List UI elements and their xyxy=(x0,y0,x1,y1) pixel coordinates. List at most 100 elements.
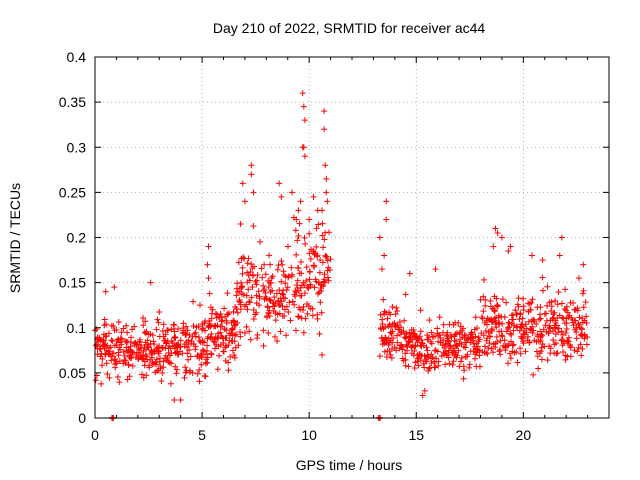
outlier-point xyxy=(248,162,255,169)
data-point xyxy=(403,341,410,348)
data-point xyxy=(491,307,498,314)
data-point xyxy=(189,370,196,377)
data-point xyxy=(428,329,435,336)
data-point xyxy=(453,330,460,337)
data-point xyxy=(580,304,587,311)
outlier-point xyxy=(319,351,326,358)
outlier-point xyxy=(301,153,308,160)
data-point xyxy=(579,290,586,297)
data-point xyxy=(283,303,290,310)
data-point xyxy=(529,296,536,303)
outlier-point xyxy=(147,279,154,286)
data-point xyxy=(462,344,469,351)
data-point xyxy=(121,352,128,359)
data-point xyxy=(311,262,318,269)
data-point xyxy=(488,345,495,352)
data-point xyxy=(185,356,192,363)
data-point xyxy=(445,347,452,354)
data-point xyxy=(225,359,232,366)
data-point xyxy=(206,290,213,297)
data-point xyxy=(480,308,487,315)
data-point xyxy=(261,261,268,268)
data-point xyxy=(415,362,422,369)
data-point xyxy=(396,319,403,326)
data-point xyxy=(127,355,134,362)
chart-title: Day 210 of 2022, SRMTID for receiver ac4… xyxy=(213,20,486,36)
data-point xyxy=(251,263,258,270)
data-point xyxy=(503,299,510,306)
data-point xyxy=(224,290,231,297)
data-point xyxy=(493,324,500,331)
outlier-point xyxy=(580,261,587,268)
data-point xyxy=(460,375,467,382)
data-point xyxy=(526,339,533,346)
data-point xyxy=(285,309,292,316)
data-point xyxy=(520,330,527,337)
data-point xyxy=(321,236,328,243)
data-point xyxy=(319,220,326,227)
data-point xyxy=(309,305,316,312)
data-point xyxy=(572,317,579,324)
data-point xyxy=(225,342,232,349)
data-point xyxy=(243,301,250,308)
data-point xyxy=(204,342,211,349)
data-point xyxy=(154,367,161,374)
data-point xyxy=(166,359,173,366)
data-point xyxy=(292,327,299,334)
data-point xyxy=(520,295,527,302)
data-point xyxy=(583,313,590,320)
data-point xyxy=(271,333,278,340)
data-point xyxy=(424,352,431,359)
data-point xyxy=(405,363,412,370)
data-point xyxy=(529,323,536,330)
data-point xyxy=(553,340,560,347)
data-point xyxy=(411,365,418,372)
data-point xyxy=(389,339,396,346)
data-point xyxy=(445,337,452,344)
y-tick-label: 0.15 xyxy=(59,275,86,291)
data-point xyxy=(548,303,555,310)
data-point xyxy=(539,332,546,339)
data-point xyxy=(284,284,291,291)
data-point xyxy=(243,292,250,299)
outlier-point xyxy=(323,175,330,182)
data-point xyxy=(301,234,308,241)
data-point xyxy=(124,376,131,383)
outlier-point xyxy=(300,103,307,110)
data-point xyxy=(298,292,305,299)
data-point xyxy=(489,327,496,334)
data-point xyxy=(549,315,556,322)
data-point xyxy=(513,349,520,356)
data-point xyxy=(120,325,127,332)
data-point xyxy=(110,323,117,330)
data-point xyxy=(563,303,570,310)
x-tick-label: 5 xyxy=(198,427,206,443)
data-point xyxy=(154,316,161,323)
data-point xyxy=(282,280,289,287)
data-point xyxy=(555,289,562,296)
data-point xyxy=(517,345,524,352)
data-point xyxy=(227,353,234,360)
data-point xyxy=(184,327,191,334)
data-point xyxy=(326,229,333,236)
data-point xyxy=(297,284,304,291)
data-point xyxy=(538,348,545,355)
data-point xyxy=(582,299,589,306)
data-point xyxy=(480,276,487,283)
data-point xyxy=(225,367,232,374)
data-point xyxy=(301,290,308,297)
data-point xyxy=(578,352,585,359)
data-point xyxy=(281,312,288,319)
data-point xyxy=(462,332,469,339)
data-point xyxy=(464,351,471,358)
data-point xyxy=(486,340,493,347)
data-point xyxy=(187,353,194,360)
data-point xyxy=(160,364,167,371)
data-point xyxy=(525,333,532,340)
outlier-point xyxy=(205,275,212,282)
data-point xyxy=(196,366,203,373)
data-points xyxy=(92,90,591,421)
data-point xyxy=(143,353,150,360)
data-point xyxy=(240,254,247,261)
data-point xyxy=(103,333,110,340)
